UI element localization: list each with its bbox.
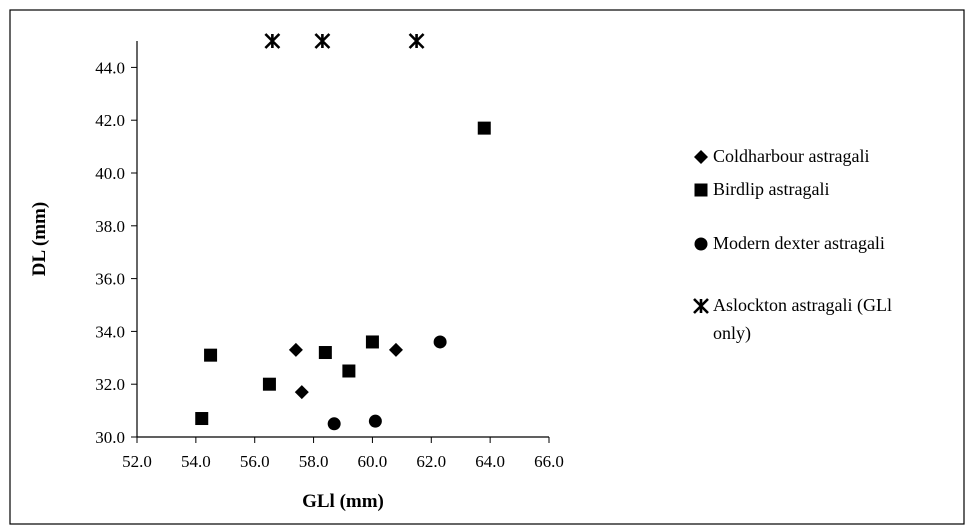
legend-label: Birdlip astragali (713, 179, 829, 199)
data-point-square (195, 412, 209, 426)
data-point-circle (368, 414, 382, 428)
legend-marker-square (694, 183, 708, 197)
x-tick-label: 60.0 (358, 452, 388, 471)
data-point-square (318, 346, 332, 360)
axes: 52.0 54.0 56.0 58.0 60.0 62.0 64.0 66.0 30.0 32.0… (95, 41, 564, 471)
y-tick-label: 36.0 (95, 270, 125, 289)
data-point-asterisk (408, 33, 425, 49)
x-tick-label: 54.0 (181, 452, 211, 471)
x-tick-label: 62.0 (416, 452, 446, 471)
data-point-square (342, 364, 356, 378)
y-tick-label: 34.0 (95, 322, 125, 341)
y-tick-label: 38.0 (95, 217, 125, 236)
data-point-diamond (294, 385, 309, 400)
legend-marker-asterisk (693, 298, 709, 314)
x-tick-label: 64.0 (475, 452, 505, 471)
series-square (195, 121, 491, 426)
data-point-asterisk (314, 33, 331, 49)
data-point-square (365, 335, 379, 349)
legend-marker-diamond (694, 150, 708, 164)
data-points (195, 33, 491, 431)
legend-label: Aslockton astragali (GLl (713, 295, 892, 316)
legend-item: Birdlip astragali (694, 179, 829, 199)
legend: Coldharbour astragali Birdlip astragali Mo… (693, 146, 892, 344)
data-point-square (477, 121, 491, 135)
data-point-diamond (388, 342, 403, 357)
data-point-asterisk (264, 33, 281, 49)
legend-marker-circle (694, 237, 708, 251)
chart-frame (9, 9, 965, 525)
series-circle (327, 335, 447, 431)
y-tick-label: 42.0 (95, 111, 125, 130)
x-tick-label: 58.0 (299, 452, 329, 471)
y-tick-label: 30.0 (95, 428, 125, 447)
legend-item: Aslockton astragali (GLl only) (693, 295, 892, 344)
x-axis-title: GLl (mm) (302, 491, 384, 512)
y-tick-label: 44.0 (95, 58, 125, 77)
data-point-square (262, 377, 276, 391)
data-point-circle (327, 417, 341, 431)
x-tick-label: 52.0 (122, 452, 152, 471)
x-tick-label: 66.0 (534, 452, 564, 471)
series-diamond (288, 342, 403, 400)
y-tick-label: 40.0 (95, 164, 125, 183)
legend-label: only) (713, 323, 751, 344)
data-point-circle (433, 335, 447, 349)
legend-item: Modern dexter astragali (694, 233, 885, 253)
y-tick-label: 32.0 (95, 375, 125, 394)
series-asterisk (264, 33, 425, 49)
data-point-square (204, 348, 218, 362)
legend-label: Modern dexter astragali (713, 233, 885, 253)
y-axis-title: DL (mm) (29, 202, 50, 276)
legend-label: Coldharbour astragali (713, 146, 869, 166)
data-point-diamond (288, 342, 303, 357)
x-tick-label: 56.0 (240, 452, 270, 471)
legend-item: Coldharbour astragali (694, 146, 869, 166)
